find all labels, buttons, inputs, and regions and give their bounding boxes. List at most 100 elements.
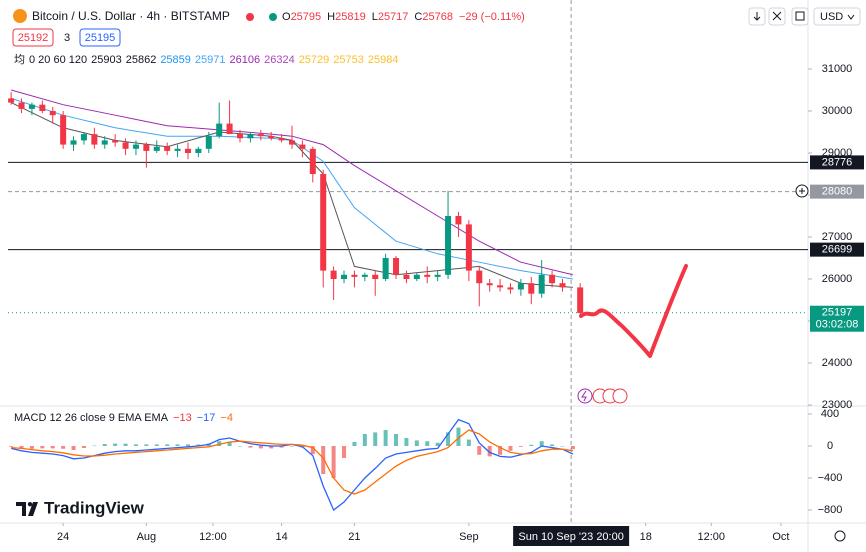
logo: TradingView [16, 498, 145, 517]
macd-title: MACD 12 26 close 9 EMA EMA [14, 412, 169, 424]
spread: 3 [64, 32, 70, 44]
market-open-icon [269, 13, 277, 21]
candle-body [465, 224, 472, 271]
toolbar: USD [748, 7, 861, 26]
icon-glyph [581, 390, 587, 402]
event-icon[interactable] [612, 388, 628, 404]
logo-mark [16, 502, 38, 516]
histogram-bar [113, 443, 118, 446]
histogram-bar [570, 446, 575, 450]
drawing [579, 264, 688, 358]
x-tick-label: Oct [772, 531, 789, 543]
icon-glyph [847, 14, 855, 20]
settings-button[interactable] [834, 530, 846, 542]
candle-body [424, 274, 431, 277]
y-tick-label: 27000 [822, 231, 853, 243]
histogram-bar [414, 440, 419, 446]
moving-average [10, 97, 573, 280]
histogram-bar [508, 446, 513, 451]
histogram-bar [144, 444, 149, 446]
candle-body [80, 134, 87, 141]
candle-body [278, 138, 285, 141]
y-tick-label: 26000 [822, 273, 853, 285]
candle-body [60, 115, 67, 145]
x-tick-label: 21 [348, 531, 360, 543]
candle-body [216, 123, 223, 137]
histogram-bar [404, 438, 409, 446]
level-label: 26699 [822, 244, 853, 256]
y-tick-label: −400 [818, 472, 843, 484]
macd-legend: MACD 12 26 close 9 EMA EMA −13 −17 −4 [14, 412, 233, 424]
histogram-bar [196, 444, 201, 446]
ohlc-label: H [327, 11, 335, 23]
sell-button[interactable] [12, 28, 54, 47]
candle-body [434, 274, 441, 277]
histogram-bar [290, 446, 295, 447]
ma-value: 25903 [91, 54, 122, 66]
level-label: 28776 [822, 156, 853, 168]
candle-body [268, 136, 275, 139]
buy-button[interactable] [79, 28, 121, 47]
candle-body [486, 283, 493, 286]
histogram-bar [133, 444, 138, 446]
histogram-bar [19, 446, 24, 449]
ma-value: 26324 [264, 54, 295, 66]
plot-area [8, 0, 808, 523]
histogram-bar [258, 446, 263, 449]
bid-price: 25192 [18, 32, 49, 44]
histogram-bar [550, 444, 555, 446]
x-tick-label: 18 [640, 531, 652, 543]
candle-body [236, 134, 243, 139]
candle-body [91, 134, 98, 145]
macd-legend-value: −17 [197, 412, 216, 424]
candle-body [341, 274, 348, 279]
candle-body [101, 140, 108, 145]
candle-body [320, 173, 327, 271]
crosshair-label-bg [513, 526, 630, 546]
crosshair-label: Sun 10 Sep '23 20:00 [518, 531, 623, 543]
histogram-bar [123, 443, 128, 446]
ma-value: 25971 [195, 54, 226, 66]
level-label: 25197 [822, 307, 853, 319]
histogram-bar [81, 446, 86, 448]
candle-body [361, 274, 368, 277]
histogram-bar [50, 446, 55, 449]
signal-line [11, 429, 573, 495]
candle-body [122, 142, 129, 149]
ohlc-values: O25795 H25819 L25717 C25768 −29 (−0.11%) [282, 11, 525, 23]
candle-body [70, 140, 77, 145]
candle-body [445, 215, 452, 275]
histogram-bar [435, 442, 440, 446]
candle-body [507, 287, 514, 290]
histogram-bar [71, 446, 76, 450]
symbol-title: Bitcoin / U.S. Dollar · 4h · BITSTAMP [32, 9, 230, 23]
x-tick-label: 24 [57, 531, 69, 543]
event-icon[interactable] [577, 388, 593, 404]
histogram-bar [383, 430, 388, 446]
fullscreen-button[interactable] [791, 7, 809, 26]
histogram-bar [466, 439, 471, 446]
icon-glyph [772, 11, 782, 21]
candle-body [174, 148, 181, 151]
histogram-bar [237, 446, 242, 447]
currency-select[interactable] [813, 7, 861, 26]
event-icons [577, 388, 628, 404]
candle-body [143, 144, 150, 151]
histogram-bar [310, 446, 315, 454]
y-tick-label: 0 [827, 440, 833, 452]
histogram-bar [185, 444, 190, 446]
ma-legend: 均 0 20 60 120 25903 25862 25859 25971 26106 263… [14, 53, 398, 66]
y-tick-label: −800 [818, 504, 843, 516]
candle-body [309, 148, 316, 174]
histogram-bar [269, 446, 274, 449]
x-tick-label: 12:00 [697, 531, 725, 543]
ohlc-label: L [372, 11, 378, 23]
y-tick-label: 31000 [822, 63, 853, 75]
candle-body [257, 134, 264, 137]
candle-body [476, 270, 483, 284]
ask-price: 25195 [85, 32, 116, 44]
histogram-bar [394, 434, 399, 446]
histogram-bar [9, 446, 14, 447]
